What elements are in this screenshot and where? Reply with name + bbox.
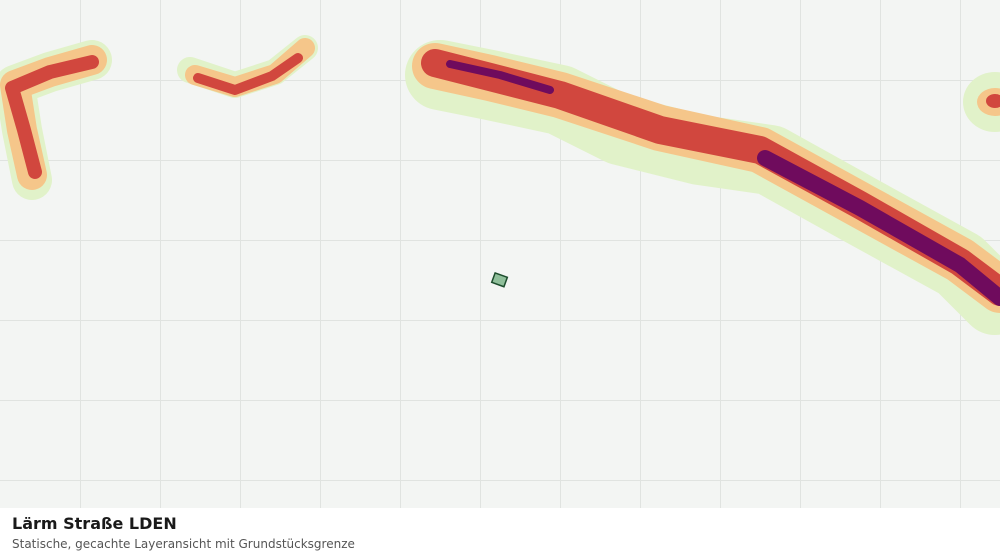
noise-main <box>405 40 1000 335</box>
caption: Lärm Straße LDEN Statische, gecachte Lay… <box>0 508 1000 560</box>
noise-right <box>963 72 1000 132</box>
layer-subtitle: Statische, gecachte Layeransicht mit Gru… <box>12 537 355 551</box>
layer-title: Lärm Straße LDEN <box>12 514 177 533</box>
map-view <box>0 0 1000 508</box>
parcel-boundary <box>490 271 509 288</box>
noise-middle <box>177 35 318 98</box>
noise-left <box>0 40 112 200</box>
